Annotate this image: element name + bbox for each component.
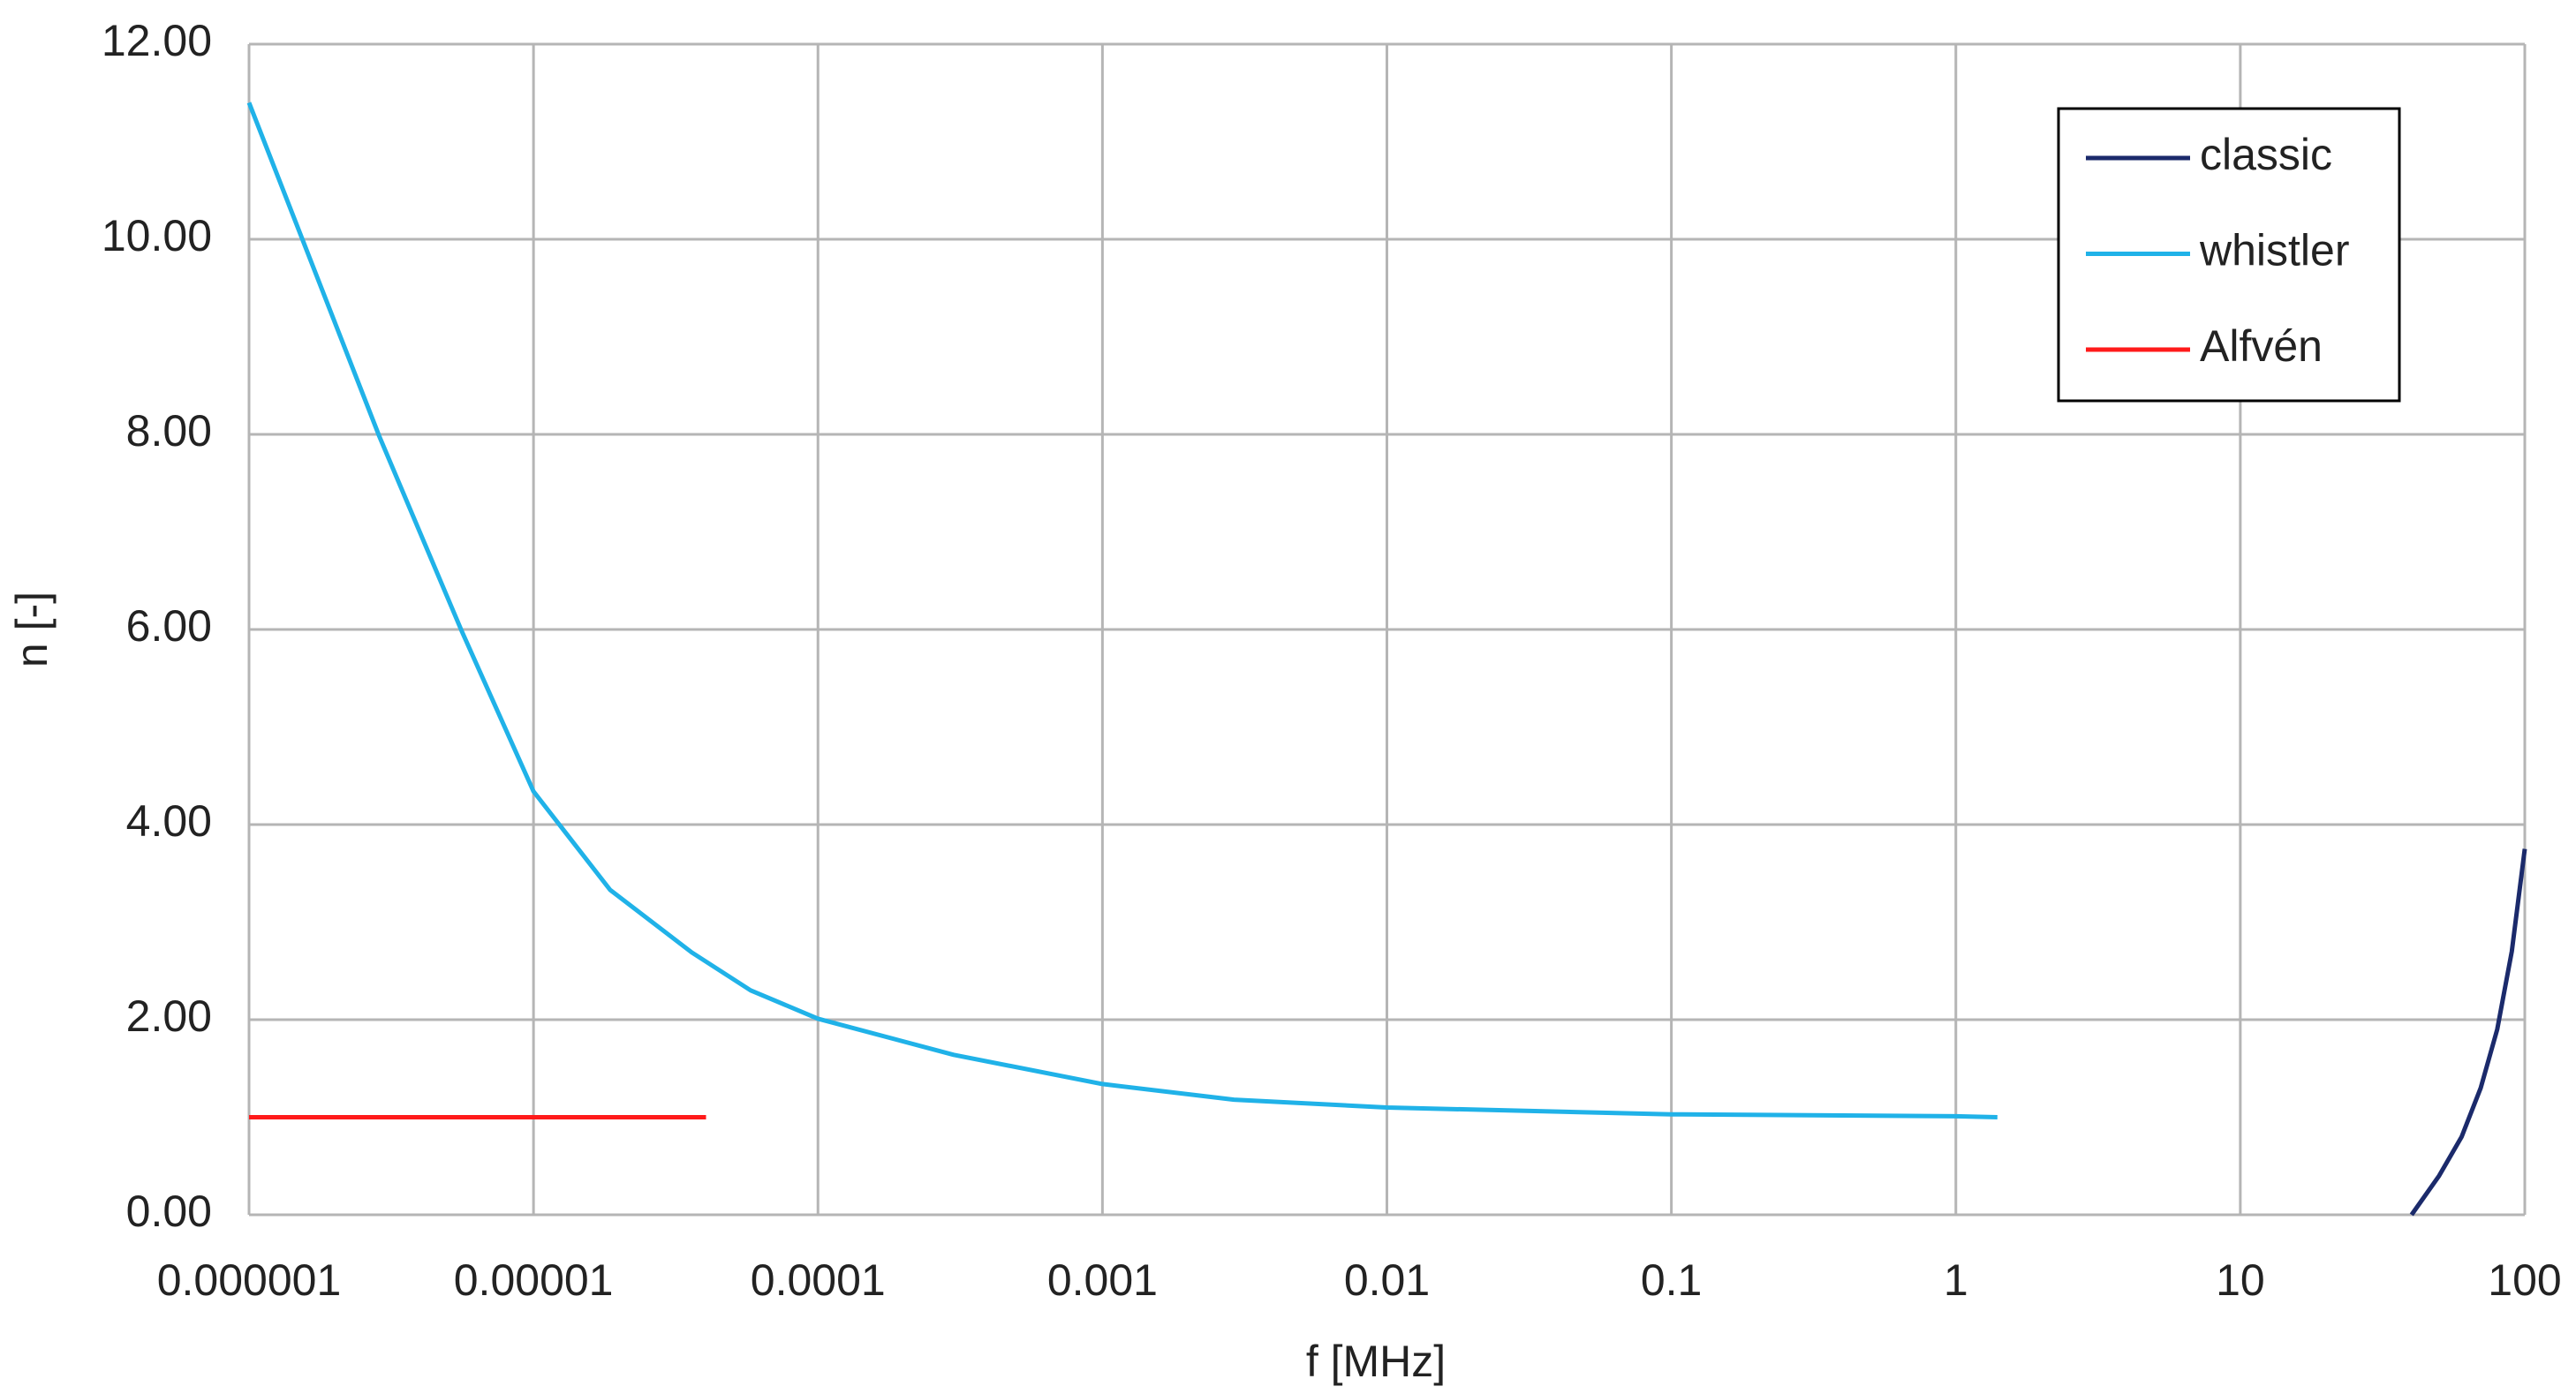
- y-tick-label: 4.00: [126, 796, 212, 846]
- x-tick-label: 0.01: [1344, 1255, 1430, 1305]
- y-tick-label: 0.00: [126, 1187, 212, 1236]
- y-tick-label: 2.00: [126, 991, 212, 1041]
- x-tick-label: 1: [1944, 1255, 1968, 1305]
- legend: classic whistler Alfvén: [2057, 107, 2401, 403]
- series-line: [246, 102, 1998, 1119]
- legend-label: classic: [2200, 130, 2332, 179]
- x-tick-label: 10: [2216, 1255, 2265, 1305]
- legend-label: whistler: [2199, 226, 2349, 275]
- y-tick-label: 8.00: [126, 406, 212, 456]
- x-axis-title: f [MHz]: [1306, 1337, 1446, 1386]
- x-tick-label: 0.0001: [751, 1255, 886, 1305]
- x-tick-label: 0.000001: [157, 1255, 342, 1305]
- series-line: [2409, 848, 2527, 1217]
- x-tick-label: 0.001: [1047, 1255, 1158, 1305]
- y-tick-label: 12.00: [102, 16, 212, 65]
- legend-label: Alfvén: [2200, 321, 2323, 371]
- y-axis-title: n [-]: [7, 592, 57, 667]
- y-tick-label: 10.00: [102, 211, 212, 260]
- y-tick-label: 6.00: [126, 601, 212, 651]
- x-tick-label: 0.00001: [454, 1255, 614, 1305]
- x-tick-label: 100: [2488, 1255, 2561, 1305]
- x-tick-label: 0.1: [1641, 1255, 1703, 1305]
